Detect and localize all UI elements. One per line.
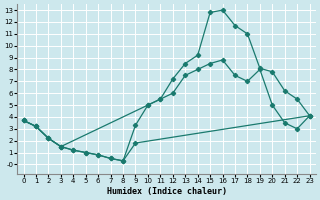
X-axis label: Humidex (Indice chaleur): Humidex (Indice chaleur) [107,187,227,196]
